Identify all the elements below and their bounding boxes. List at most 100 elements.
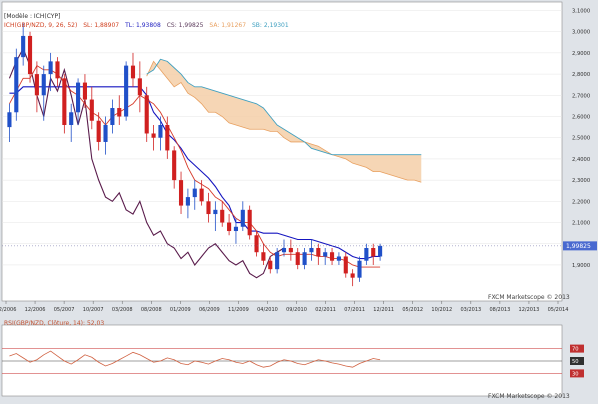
candle-body: [117, 108, 122, 117]
candle: [288, 239, 293, 261]
price-axis: 3,1000 3,0000 2,9000 2,8000 2,7000 2,6000 2,50…: [572, 8, 590, 268]
candle-body: [96, 120, 101, 142]
plot-area[interactable]: [1, 1, 563, 302]
candle: [185, 188, 190, 219]
candle: [144, 86, 149, 142]
candle-body: [213, 209, 218, 215]
candle: [34, 61, 39, 113]
x-tick-label: 12/2013: [519, 307, 540, 313]
x-tick-label: 09/2010: [286, 307, 307, 313]
candle-body: [165, 124, 170, 151]
price-grid: [2, 10, 562, 266]
candle-body: [240, 209, 245, 227]
x-tick-label: 04/2010: [257, 307, 278, 313]
y-tick-label: 2,5000: [572, 136, 590, 142]
candle: [178, 171, 184, 215]
model-label: [Modèle : ICH(CYP]: [4, 13, 60, 20]
rsi-watermark: FXCM Marketscope © 2013: [488, 393, 570, 400]
candle-body: [288, 247, 293, 253]
candle-body: [206, 201, 211, 215]
x-tick-label: 10/2007: [83, 307, 104, 313]
candle-body: [137, 78, 142, 96]
candle-body: [21, 35, 26, 58]
candle-body: [103, 124, 108, 142]
candle: [172, 146, 177, 189]
x-tick-label: 05/2012: [402, 307, 423, 313]
price-tag: 1,99825: [563, 241, 597, 251]
candle: [281, 239, 287, 257]
candle: [117, 95, 122, 125]
x-tick-label: 06/2009: [199, 307, 220, 313]
candle: [364, 243, 369, 265]
candle: [371, 243, 376, 265]
x-tick-label: 12/2006: [25, 307, 46, 313]
candle: [213, 201, 218, 232]
x-tick-label: 11/2009: [228, 307, 249, 313]
candle: [41, 65, 46, 121]
candle-body: [199, 188, 204, 202]
x-tick-label: 05/2007: [54, 307, 75, 313]
candle: [295, 247, 300, 270]
senkou-span-a-line: [146, 60, 422, 183]
candle-body: [27, 35, 33, 75]
candle: [357, 256, 362, 282]
candle: [206, 192, 211, 223]
candle: [302, 247, 307, 270]
candle: [336, 252, 341, 265]
candle-body: [110, 108, 115, 125]
candle: [130, 52, 136, 87]
candle: [7, 103, 12, 142]
candle-body: [329, 252, 335, 261]
x-tick-label: 01/2009: [170, 307, 191, 313]
legend-tl: TL: 1,93808: [124, 22, 161, 29]
candle-body: [323, 252, 328, 257]
x-tick-label: 03/2013: [460, 307, 481, 313]
legend-sl: SL: 1,88907: [83, 22, 119, 29]
candle: [124, 61, 129, 121]
candle: [62, 74, 67, 134]
time-axis: 02/2006 12/2006 05/2007 10/2007 03/2008 08/20…: [0, 301, 568, 313]
rsi-level-tag: [570, 369, 584, 378]
candle-body: [247, 209, 252, 236]
y-tick-label: 2,3000: [572, 178, 590, 184]
rsi-level-tag: [570, 344, 584, 353]
candle-body: [76, 82, 81, 113]
candle: [27, 31, 33, 83]
candle: [151, 124, 156, 151]
candle-body: [268, 260, 273, 270]
candle: [192, 180, 197, 210]
candle-body: [48, 61, 53, 75]
candle: [199, 180, 204, 206]
rsi-level-label: 50: [572, 359, 579, 365]
rsi-line: [9, 350, 381, 368]
candle-body: [336, 256, 341, 261]
candle-body: [178, 180, 184, 206]
candle-body: [151, 133, 156, 138]
candle: [268, 256, 273, 274]
candle: [69, 103, 74, 142]
candle: [240, 201, 245, 232]
y-tick-label: 1,9000: [572, 263, 590, 269]
candle-body: [378, 245, 383, 257]
y-tick-label: 2,8000: [572, 72, 590, 78]
candle-body: [295, 252, 300, 265]
y-tick-label: 2,1000: [572, 221, 590, 227]
candle-body: [343, 256, 348, 274]
svg-text:ICH(GBP/NZD, 9, 26, 52): ICH(GBP/NZD, 9, 26, 52) SL: 1,88907 TL: …: [4, 22, 289, 29]
candle-body: [254, 235, 259, 253]
candle: [103, 116, 108, 155]
candle-body: [55, 61, 60, 79]
candle-body: [158, 124, 163, 138]
candle: [323, 247, 328, 265]
watermark: FXCM Marketscope © 2013: [488, 294, 570, 301]
candle-body: [144, 95, 149, 134]
time-axis-bg: [0, 303, 598, 315]
x-tick-label: 02/2006: [0, 307, 16, 313]
candle: [343, 252, 348, 278]
candle-body: [130, 65, 136, 79]
candle: [233, 218, 239, 244]
candle: [14, 48, 19, 121]
candle-body: [192, 188, 197, 198]
candlesticks: [7, 23, 383, 287]
price-tag-value: 1,99825: [566, 243, 591, 250]
